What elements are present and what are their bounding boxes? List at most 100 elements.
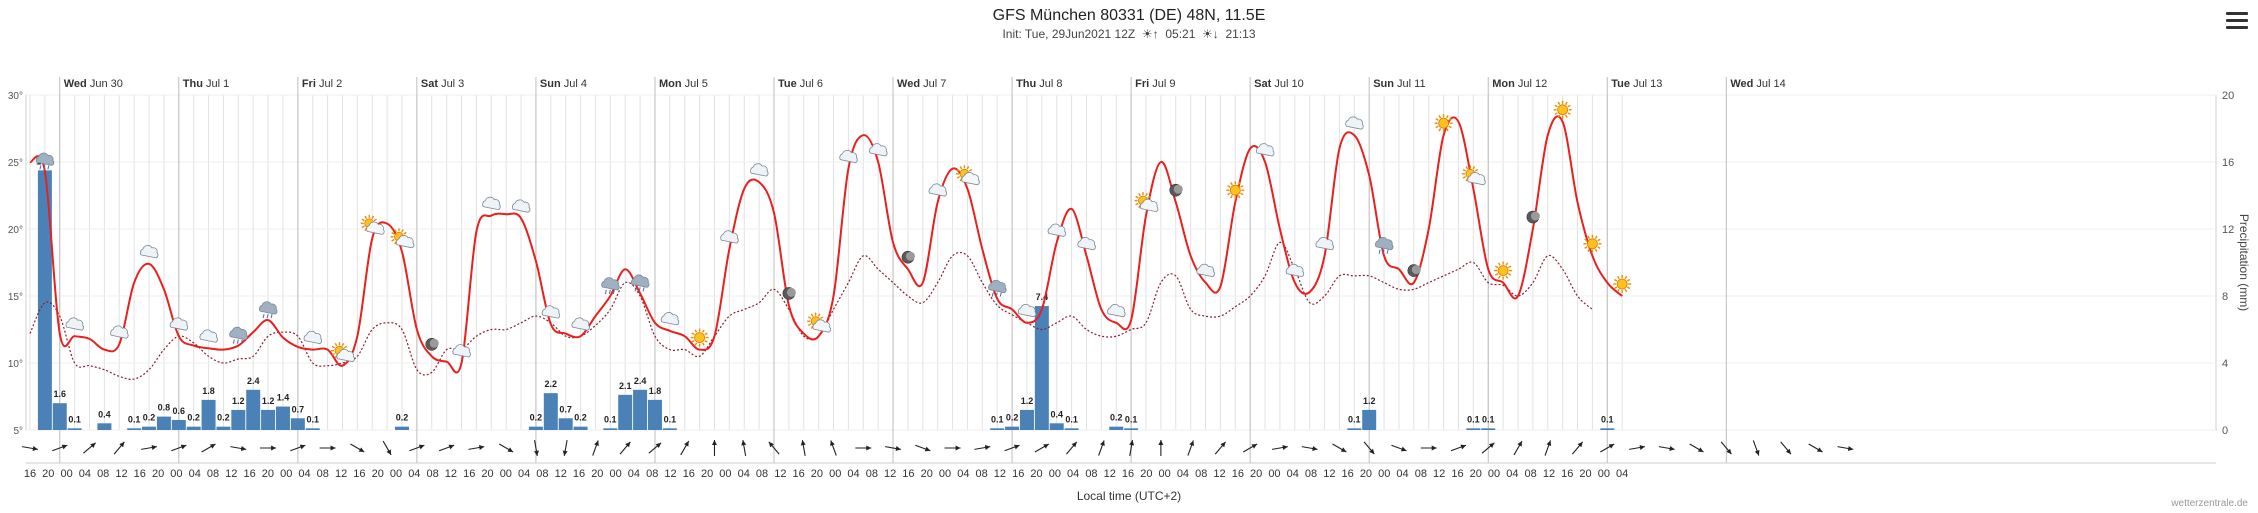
wind-arrow: [113, 441, 125, 455]
cloud-icon: [571, 317, 590, 331]
y-right-tick-label: 20: [2222, 90, 2234, 102]
precip-bar: [127, 428, 142, 430]
time-tick-label: 12: [1213, 468, 1225, 480]
time-tick-label: 20: [811, 468, 823, 480]
menu-icon[interactable]: [2226, 12, 2248, 32]
wind-arrow: [468, 445, 485, 450]
time-tick-label: 12: [994, 468, 1006, 480]
sunset-icon: ☀↓: [1198, 27, 1223, 41]
wind-arrow: [1129, 440, 1135, 456]
time-tick-label: 04: [1177, 468, 1189, 480]
cloud-icon: [512, 199, 531, 213]
cloud-icon: [1047, 223, 1067, 237]
chart-subtitle: Init: Tue, 29Jun2021 12Z ☀↑ 05:21 ☀↓ 21:…: [0, 26, 2258, 42]
time-tick-label: 16: [353, 468, 365, 480]
precip-label: 2.4: [247, 376, 260, 386]
wind-arrow: [855, 445, 872, 451]
time-tick-label: 04: [298, 468, 310, 480]
time-tick-label: 00: [829, 468, 841, 480]
time-tick-label: 08: [1525, 468, 1537, 480]
wind-arrow: [1271, 445, 1288, 450]
wind-arrow: [1600, 443, 1615, 453]
partly-sunny-icon: [955, 165, 980, 186]
precip-bar: [647, 399, 662, 430]
precip-bar: [573, 426, 588, 430]
y-left-tick-label: 30°: [8, 91, 23, 102]
cloud-icon: [1017, 304, 1037, 318]
cloud-icon: [1315, 237, 1334, 251]
precip-bar: [603, 428, 618, 430]
precip-bar: [171, 419, 186, 430]
wind-arrow: [230, 446, 247, 451]
time-tick-label: 20: [152, 468, 164, 480]
cloud-icon: [541, 305, 561, 319]
time-tick-label: 20: [591, 468, 603, 480]
rain-cloud-icon: [259, 301, 278, 319]
cloud-icon: [1345, 116, 1364, 130]
time-tick-label: 12: [884, 468, 896, 480]
day-name: Wed: [64, 78, 90, 90]
day-label: Sun Jul 4: [540, 78, 587, 90]
cloud-icon: [1077, 237, 1096, 251]
partly-sunny-icon: [807, 312, 831, 333]
wind-arrow: [974, 445, 991, 450]
time-tick-label: 08: [1305, 468, 1317, 480]
day-name: Mon: [659, 78, 685, 90]
time-tick-label: 20: [1579, 468, 1591, 480]
day-date: Jul 8: [1039, 78, 1062, 90]
day-name: Fri: [302, 78, 319, 90]
moon-icon: [782, 287, 796, 300]
wind-arrow: [1808, 443, 1823, 453]
precip-bar: [275, 406, 290, 430]
precip-label: 1.2: [1363, 396, 1376, 406]
time-tick-label: 04: [847, 468, 859, 480]
y-right-tick-label: 8: [2222, 291, 2228, 303]
partly-sunny-icon: [1134, 192, 1159, 213]
wind-arrow: [350, 443, 365, 453]
time-tick-label: 16: [1561, 468, 1573, 480]
precip-bar: [216, 426, 231, 430]
day-date: Jul 2: [319, 78, 342, 90]
day-label: Thu Jul 1: [183, 78, 229, 90]
time-tick-label: 00: [500, 468, 512, 480]
chart-title: GFS München 80331 (DE) 48N, 11.5E: [992, 7, 1266, 24]
time-tick-label: 08: [866, 468, 878, 480]
day-date: Jul 12: [1518, 78, 1547, 90]
precip-label: 1.2: [262, 396, 275, 406]
day-name: Sun: [1373, 78, 1397, 90]
cloud-icon: [140, 245, 159, 259]
cloud-icon: [1196, 263, 1215, 278]
precip-bar: [1600, 428, 1615, 430]
time-tick-label: 08: [756, 468, 768, 480]
wind-arrow: [1780, 441, 1792, 455]
cloud-icon: [1107, 304, 1126, 318]
day-date: Jul 14: [1756, 78, 1785, 90]
wind-arrow: [562, 440, 568, 456]
day-name: Sat: [1254, 78, 1274, 90]
precip-label: 0.2: [1110, 413, 1123, 423]
init-time: Init: Tue, 29Jun2021 12Z: [1002, 27, 1136, 41]
precip-bar: [290, 418, 305, 430]
precip-bar: [261, 409, 276, 430]
wind-arrow: [290, 444, 306, 452]
time-tick-label: 04: [1396, 468, 1408, 480]
time-tick-label: 08: [976, 468, 988, 480]
time-tick-label: 16: [134, 468, 146, 480]
day-name: Fri: [1135, 78, 1152, 90]
cloud-icon: [65, 317, 84, 331]
day-label: Wed Jul 14: [1730, 78, 1785, 90]
wind-arrow: [533, 440, 539, 456]
credit-text[interactable]: wetterzentrale.de: [2171, 498, 2248, 509]
time-tick-label: 08: [426, 468, 438, 480]
day-label: Sun Jul 11: [1373, 78, 1425, 90]
time-tick-label: 20: [1470, 468, 1482, 480]
y-right-axis-title: Precipitation (mm): [2237, 214, 2251, 311]
partly-sunny-icon: [360, 214, 385, 235]
precip-bar: [633, 389, 648, 430]
time-tick-label: 08: [97, 468, 109, 480]
precip-label: 0.4: [98, 409, 111, 419]
time-tick-label: 08: [207, 468, 219, 480]
plot-area: [25, 94, 2217, 431]
time-tick-label: 08: [1415, 468, 1427, 480]
